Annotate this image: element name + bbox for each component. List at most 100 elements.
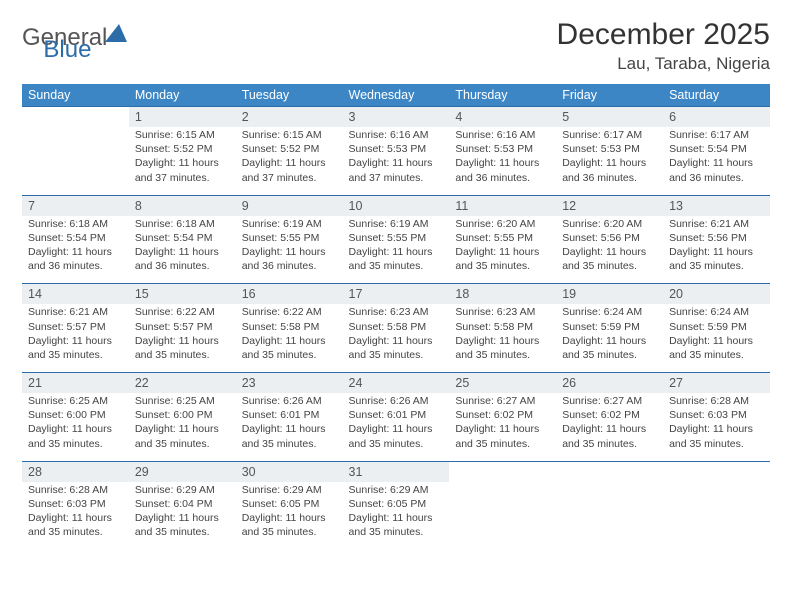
day-number-cell: 2 xyxy=(236,107,343,128)
daylight-text: Daylight: 11 hours and 35 minutes. xyxy=(349,422,444,450)
day-content-cell: Sunrise: 6:20 AMSunset: 5:55 PMDaylight:… xyxy=(449,216,556,284)
day-number-cell: 10 xyxy=(343,195,450,216)
sunset-text: Sunset: 5:55 PM xyxy=(242,231,337,245)
daylight-text: Daylight: 11 hours and 35 minutes. xyxy=(242,511,337,539)
daylight-text: Daylight: 11 hours and 37 minutes. xyxy=(135,156,230,184)
sunrise-text: Sunrise: 6:27 AM xyxy=(562,394,657,408)
sunrise-text: Sunrise: 6:15 AM xyxy=(242,128,337,142)
sunset-text: Sunset: 6:03 PM xyxy=(28,497,123,511)
sunrise-text: Sunrise: 6:18 AM xyxy=(135,217,230,231)
day-header-cell: Wednesday xyxy=(343,84,450,107)
day-number-cell: 4 xyxy=(449,107,556,128)
daylight-text: Daylight: 11 hours and 36 minutes. xyxy=(455,156,550,184)
sunrise-text: Sunrise: 6:29 AM xyxy=(242,483,337,497)
sunrise-text: Sunrise: 6:29 AM xyxy=(135,483,230,497)
title-block: December 2025 Lau, Taraba, Nigeria xyxy=(557,18,770,74)
location-text: Lau, Taraba, Nigeria xyxy=(557,54,770,74)
day-number-cell: 7 xyxy=(22,195,129,216)
day-number-cell: 16 xyxy=(236,284,343,305)
header: General Blue December 2025 Lau, Taraba, … xyxy=(22,18,770,74)
day-content-cell: Sunrise: 6:26 AMSunset: 6:01 PMDaylight:… xyxy=(343,393,450,461)
sunrise-text: Sunrise: 6:26 AM xyxy=(242,394,337,408)
sunrise-text: Sunrise: 6:24 AM xyxy=(562,305,657,319)
day-content-cell: Sunrise: 6:24 AMSunset: 5:59 PMDaylight:… xyxy=(556,304,663,372)
sunset-text: Sunset: 5:58 PM xyxy=(455,320,550,334)
daylight-text: Daylight: 11 hours and 35 minutes. xyxy=(669,422,764,450)
day-number-cell: 30 xyxy=(236,461,343,482)
daylight-text: Daylight: 11 hours and 35 minutes. xyxy=(349,511,444,539)
sunset-text: Sunset: 5:59 PM xyxy=(669,320,764,334)
sunset-text: Sunset: 5:57 PM xyxy=(135,320,230,334)
day-content-row: Sunrise: 6:28 AMSunset: 6:03 PMDaylight:… xyxy=(22,482,770,550)
sunrise-text: Sunrise: 6:15 AM xyxy=(135,128,230,142)
sunset-text: Sunset: 5:58 PM xyxy=(349,320,444,334)
daylight-text: Daylight: 11 hours and 35 minutes. xyxy=(349,245,444,273)
day-number-cell: 17 xyxy=(343,284,450,305)
sunset-text: Sunset: 5:58 PM xyxy=(242,320,337,334)
day-number-cell: 27 xyxy=(663,373,770,394)
day-number-cell xyxy=(449,461,556,482)
sunset-text: Sunset: 5:53 PM xyxy=(349,142,444,156)
day-header-cell: Saturday xyxy=(663,84,770,107)
sunrise-text: Sunrise: 6:29 AM xyxy=(349,483,444,497)
sunset-text: Sunset: 6:03 PM xyxy=(669,408,764,422)
day-content-cell: Sunrise: 6:17 AMSunset: 5:54 PMDaylight:… xyxy=(663,127,770,195)
day-number-cell: 22 xyxy=(129,373,236,394)
sunset-text: Sunset: 5:59 PM xyxy=(562,320,657,334)
sunrise-text: Sunrise: 6:18 AM xyxy=(28,217,123,231)
day-header-cell: Monday xyxy=(129,84,236,107)
daylight-text: Daylight: 11 hours and 36 minutes. xyxy=(135,245,230,273)
day-number-cell xyxy=(556,461,663,482)
sunrise-text: Sunrise: 6:17 AM xyxy=(669,128,764,142)
day-content-cell: Sunrise: 6:20 AMSunset: 5:56 PMDaylight:… xyxy=(556,216,663,284)
day-number-cell: 19 xyxy=(556,284,663,305)
day-content-cell: Sunrise: 6:19 AMSunset: 5:55 PMDaylight:… xyxy=(343,216,450,284)
day-header-cell: Friday xyxy=(556,84,663,107)
daylight-text: Daylight: 11 hours and 35 minutes. xyxy=(28,511,123,539)
day-number-row: 123456 xyxy=(22,107,770,128)
sunrise-text: Sunrise: 6:20 AM xyxy=(455,217,550,231)
calendar-table: SundayMondayTuesdayWednesdayThursdayFrid… xyxy=(22,84,770,549)
sunrise-text: Sunrise: 6:19 AM xyxy=(349,217,444,231)
daylight-text: Daylight: 11 hours and 35 minutes. xyxy=(349,334,444,362)
sunset-text: Sunset: 5:56 PM xyxy=(669,231,764,245)
day-number-cell: 12 xyxy=(556,195,663,216)
day-number-row: 78910111213 xyxy=(22,195,770,216)
day-content-row: Sunrise: 6:15 AMSunset: 5:52 PMDaylight:… xyxy=(22,127,770,195)
day-content-cell: Sunrise: 6:15 AMSunset: 5:52 PMDaylight:… xyxy=(129,127,236,195)
day-content-cell: Sunrise: 6:24 AMSunset: 5:59 PMDaylight:… xyxy=(663,304,770,372)
day-number-cell: 15 xyxy=(129,284,236,305)
daylight-text: Daylight: 11 hours and 35 minutes. xyxy=(242,334,337,362)
daylight-text: Daylight: 11 hours and 35 minutes. xyxy=(562,334,657,362)
daylight-text: Daylight: 11 hours and 35 minutes. xyxy=(455,334,550,362)
day-number-cell: 11 xyxy=(449,195,556,216)
day-number-cell: 9 xyxy=(236,195,343,216)
day-content-cell: Sunrise: 6:16 AMSunset: 5:53 PMDaylight:… xyxy=(449,127,556,195)
day-number-cell: 6 xyxy=(663,107,770,128)
logo-text-blue: Blue xyxy=(43,36,91,63)
sunset-text: Sunset: 5:54 PM xyxy=(669,142,764,156)
day-content-cell: Sunrise: 6:18 AMSunset: 5:54 PMDaylight:… xyxy=(22,216,129,284)
sunset-text: Sunset: 5:54 PM xyxy=(28,231,123,245)
sunrise-text: Sunrise: 6:19 AM xyxy=(242,217,337,231)
day-header-cell: Sunday xyxy=(22,84,129,107)
day-content-cell: Sunrise: 6:21 AMSunset: 5:57 PMDaylight:… xyxy=(22,304,129,372)
day-number-cell: 24 xyxy=(343,373,450,394)
sunset-text: Sunset: 6:05 PM xyxy=(242,497,337,511)
day-content-cell: Sunrise: 6:26 AMSunset: 6:01 PMDaylight:… xyxy=(236,393,343,461)
sunrise-text: Sunrise: 6:21 AM xyxy=(28,305,123,319)
daylight-text: Daylight: 11 hours and 35 minutes. xyxy=(562,245,657,273)
day-number-row: 14151617181920 xyxy=(22,284,770,305)
sunset-text: Sunset: 6:00 PM xyxy=(28,408,123,422)
daylight-text: Daylight: 11 hours and 35 minutes. xyxy=(28,422,123,450)
sunset-text: Sunset: 5:53 PM xyxy=(455,142,550,156)
day-number-cell: 3 xyxy=(343,107,450,128)
day-number-cell: 21 xyxy=(22,373,129,394)
day-header-cell: Tuesday xyxy=(236,84,343,107)
day-content-cell: Sunrise: 6:23 AMSunset: 5:58 PMDaylight:… xyxy=(343,304,450,372)
sunrise-text: Sunrise: 6:25 AM xyxy=(135,394,230,408)
daylight-text: Daylight: 11 hours and 36 minutes. xyxy=(242,245,337,273)
sunset-text: Sunset: 6:00 PM xyxy=(135,408,230,422)
day-content-cell: Sunrise: 6:18 AMSunset: 5:54 PMDaylight:… xyxy=(129,216,236,284)
logo: General Blue xyxy=(22,24,173,52)
